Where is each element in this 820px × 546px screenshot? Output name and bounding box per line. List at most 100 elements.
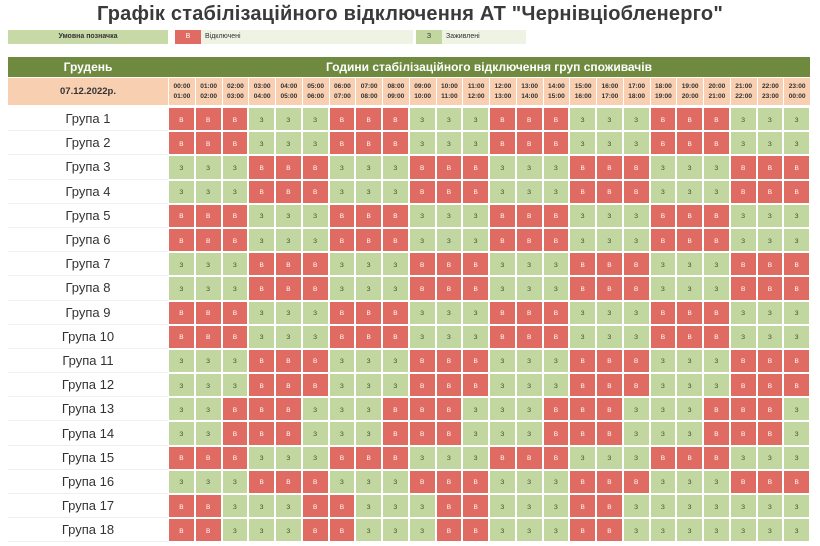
schedule-cell: В — [462, 469, 489, 494]
schedule-cell: В — [542, 131, 570, 156]
schedule-cell: З — [649, 155, 677, 180]
schedule-cell: В — [408, 155, 436, 180]
schedule-cell: З — [649, 397, 677, 422]
schedule-cell: В — [355, 203, 382, 228]
schedule-cell: В — [301, 373, 329, 398]
schedule-cell: З — [194, 276, 222, 301]
schedule-cell: В — [542, 227, 570, 253]
schedule-cell: З — [622, 300, 650, 325]
schedule-cell: З — [569, 300, 596, 325]
schedule-cell: В — [355, 227, 382, 253]
schedule-cell: В — [703, 324, 730, 349]
schedule-cell: З — [221, 518, 249, 543]
group-name: Група 15 — [8, 446, 168, 470]
schedule-cell: В — [703, 421, 730, 446]
schedule-cell: В — [489, 324, 516, 349]
schedule-cell: В — [328, 300, 356, 325]
schedule-cell: З — [382, 252, 409, 277]
schedule-cell: З — [194, 397, 222, 422]
group-name: Група 17 — [8, 494, 168, 519]
schedule-cell: В — [756, 276, 784, 301]
schedule-cell: В — [676, 324, 703, 349]
group-name: Група 14 — [8, 421, 168, 446]
schedule-cell: В — [194, 227, 222, 253]
hour-from: 05:00 — [307, 82, 325, 90]
schedule-cell: В — [194, 518, 222, 543]
schedule-cell: З — [408, 518, 436, 543]
schedule-cell: З — [462, 227, 489, 253]
hour-from: 06:00 — [333, 82, 351, 90]
schedule-cell: В — [569, 421, 596, 446]
hour-to: 03:00 — [226, 92, 244, 100]
schedule-cell: З — [622, 203, 650, 228]
hour-to: 01:00 — [173, 92, 191, 100]
schedule-cell: В — [542, 397, 570, 422]
group-name: Група 8 — [8, 276, 168, 301]
schedule-cell: З — [168, 348, 195, 374]
schedule-cell: З — [328, 252, 356, 277]
schedule-cell: З — [542, 373, 570, 398]
hour-from: 15:00 — [574, 82, 592, 90]
schedule-cell: З — [703, 494, 730, 519]
schedule-cell: В — [729, 421, 757, 446]
schedule-cell: В — [168, 107, 195, 132]
schedule-cell: В — [221, 227, 249, 253]
schedule-cell: В — [783, 179, 810, 204]
hour-from: 13:00 — [521, 82, 539, 90]
schedule-cell: В — [168, 445, 195, 470]
schedule-cell: В — [168, 203, 195, 228]
schedule-cell: З — [435, 131, 463, 156]
schedule-cell: З — [275, 518, 302, 543]
schedule-cell: В — [435, 373, 463, 398]
schedule-cell: В — [382, 227, 409, 253]
schedule-cell: З — [756, 107, 784, 132]
schedule-cell: З — [462, 324, 489, 349]
schedule-cell: В — [542, 445, 570, 470]
schedule-cell: В — [168, 131, 195, 156]
schedule-cell: З — [248, 445, 275, 470]
group-name: Група 5 — [8, 204, 168, 228]
schedule-cell: З — [275, 107, 302, 132]
schedule-cell: З — [676, 397, 703, 422]
schedule-table: Грудень Години стабілізаційного відключе… — [8, 57, 810, 543]
schedule-cell: В — [676, 227, 703, 253]
hour-from: 03:00 — [253, 82, 271, 90]
schedule-cell: В — [783, 469, 810, 494]
schedule-cell: В — [382, 445, 409, 470]
schedule-cell: В — [596, 494, 623, 519]
schedule-cell: З — [462, 421, 489, 446]
hour-header: 02:00 03:00 — [221, 78, 249, 105]
schedule-cell: З — [515, 469, 543, 494]
group-name: Група 2 — [8, 131, 168, 156]
schedule-cell: З — [676, 348, 703, 374]
schedule-cell: З — [783, 203, 810, 228]
schedule-cell: В — [382, 107, 409, 132]
schedule-cell: З — [703, 469, 730, 494]
schedule-cell: З — [649, 421, 677, 446]
schedule-cell: В — [649, 300, 677, 325]
schedule-cell: В — [622, 252, 650, 277]
schedule-cell: З — [622, 397, 650, 422]
schedule-cell: В — [435, 155, 463, 180]
schedule-cell: З — [783, 494, 810, 519]
schedule-cell: В — [328, 518, 356, 543]
schedule-cell: З — [676, 276, 703, 301]
hour-header: 01:00 02:00 — [194, 78, 222, 105]
schedule-cell: З — [756, 300, 784, 325]
schedule-cell: В — [596, 179, 623, 204]
schedule-cell: В — [756, 397, 784, 422]
schedule-cell: В — [408, 373, 436, 398]
schedule-cell: В — [301, 469, 329, 494]
hour-from: 16:00 — [601, 82, 619, 90]
schedule-cell: З — [515, 155, 543, 180]
hour-to: 12:00 — [467, 92, 485, 100]
group-name: Група 3 — [8, 155, 168, 180]
schedule-cell: З — [275, 203, 302, 228]
schedule-cell: З — [194, 348, 222, 374]
schedule-cell: З — [649, 494, 677, 519]
hour-header: 04:00 05:00 — [275, 78, 302, 105]
schedule-cell: З — [435, 227, 463, 253]
schedule-cell: З — [622, 421, 650, 446]
schedule-cell: З — [542, 179, 570, 204]
schedule-cell: З — [783, 131, 810, 156]
